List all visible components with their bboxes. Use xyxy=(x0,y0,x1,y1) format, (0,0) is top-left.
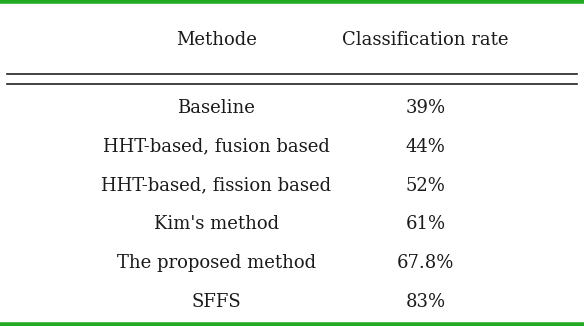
Text: Classification rate: Classification rate xyxy=(342,31,509,49)
Text: 67.8%: 67.8% xyxy=(397,254,454,272)
Text: 52%: 52% xyxy=(406,177,446,195)
Text: 44%: 44% xyxy=(406,138,446,156)
Text: The proposed method: The proposed method xyxy=(117,254,316,272)
Text: Kim's method: Kim's method xyxy=(154,215,279,233)
Text: 39%: 39% xyxy=(406,99,446,117)
Text: HHT-based, fusion based: HHT-based, fusion based xyxy=(103,138,330,156)
Text: HHT-based, fission based: HHT-based, fission based xyxy=(102,177,332,195)
Text: 61%: 61% xyxy=(406,215,446,233)
Text: Methode: Methode xyxy=(176,31,257,49)
Text: Baseline: Baseline xyxy=(178,99,255,117)
Text: 83%: 83% xyxy=(406,293,446,311)
Text: SFFS: SFFS xyxy=(192,293,241,311)
